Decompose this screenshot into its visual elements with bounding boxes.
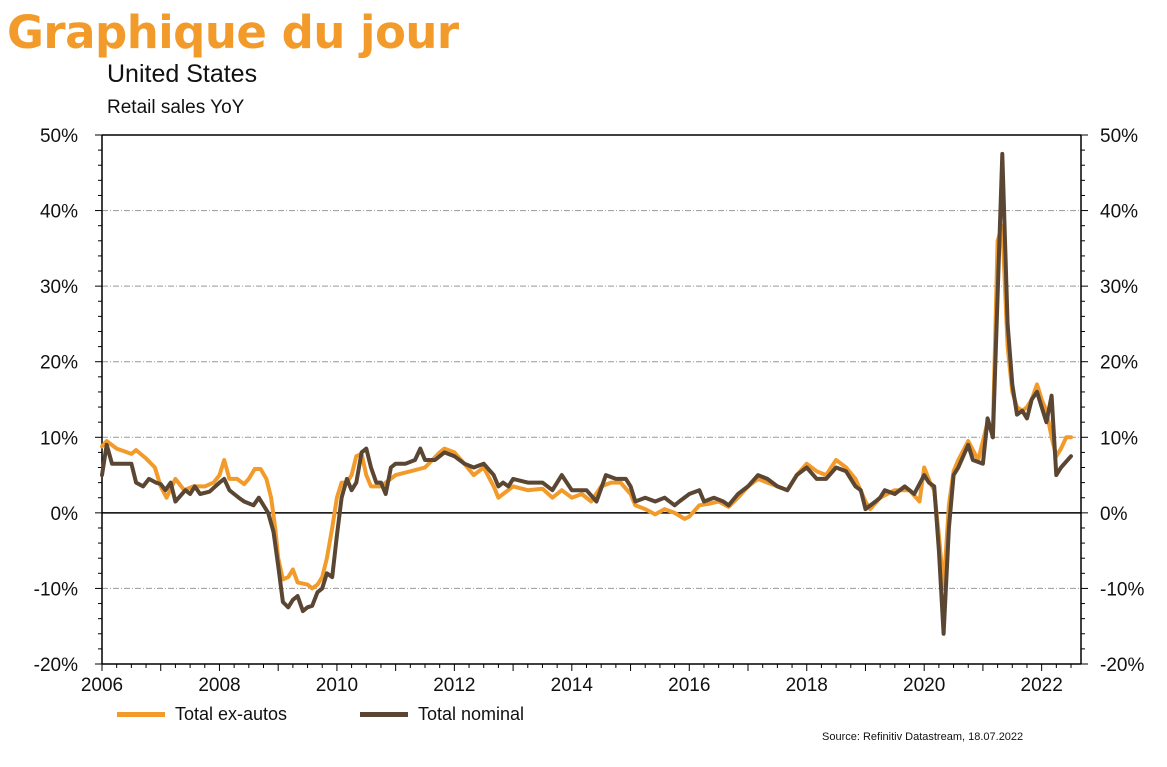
tick-label-layer: -20% -20% -10% -10% 0% 0% 10% 10% 20% 20% 30% 30% 40… [34, 126, 1145, 696]
chart-subtitle: Retail sales YoY [107, 97, 245, 118]
series-layer [100, 151, 1073, 636]
x-tick-label: 2020 [903, 675, 945, 696]
y-tick-label-left: 50% [40, 126, 78, 147]
x-tick-label: 2014 [551, 675, 594, 696]
y-tick-label-right: 40% [1100, 202, 1138, 223]
y-tick-label-right: -10% [1100, 579, 1144, 600]
chart-title: United States [107, 60, 258, 88]
brand-title: Graphique du jour [7, 6, 459, 59]
y-tick-label-left: 20% [40, 353, 78, 374]
grid-layer [102, 210, 1081, 589]
y-tick-label-right: 10% [1100, 428, 1138, 449]
y-tick-label-left: 40% [40, 202, 78, 223]
x-tick-label: 2008 [198, 675, 240, 696]
legend-label-nominal: Total nominal [418, 704, 525, 724]
x-tick-label: 2018 [786, 675, 828, 696]
series-line-ex-autos [100, 223, 1073, 591]
x-tick-label: 2010 [316, 675, 358, 696]
y-tick-label-right: 20% [1100, 353, 1138, 374]
y-tick-label-left: -10% [34, 579, 78, 600]
source-note: Source: Refinitiv Datastream, 18.07.2022 [822, 731, 1024, 743]
x-tick-label: 2016 [668, 675, 710, 696]
y-tick-label-left: 10% [40, 428, 78, 449]
axis-layer [95, 134, 1088, 671]
legend-item-ex-autos: Total ex-autos [117, 704, 287, 725]
legend-item-nominal: Total nominal [360, 704, 524, 725]
x-tick-label: 2006 [81, 675, 123, 696]
y-tick-label-left: 0% [51, 504, 79, 525]
y-tick-label-right: 0% [1100, 504, 1128, 525]
legend-swatch-ex-autos [117, 712, 165, 717]
y-tick-label-right: -20% [1100, 655, 1144, 676]
x-tick-label: 2012 [433, 675, 475, 696]
legend-label-ex-autos: Total ex-autos [175, 704, 288, 724]
y-tick-label-right: 30% [1100, 277, 1138, 298]
x-tick-label: 2022 [1021, 675, 1063, 696]
series-line-nominal [100, 151, 1073, 636]
legend-swatch-nominal [360, 712, 408, 717]
y-tick-label-left: -20% [34, 655, 78, 676]
y-tick-label-right: 50% [1100, 126, 1138, 147]
y-tick-label-left: 30% [40, 277, 78, 298]
